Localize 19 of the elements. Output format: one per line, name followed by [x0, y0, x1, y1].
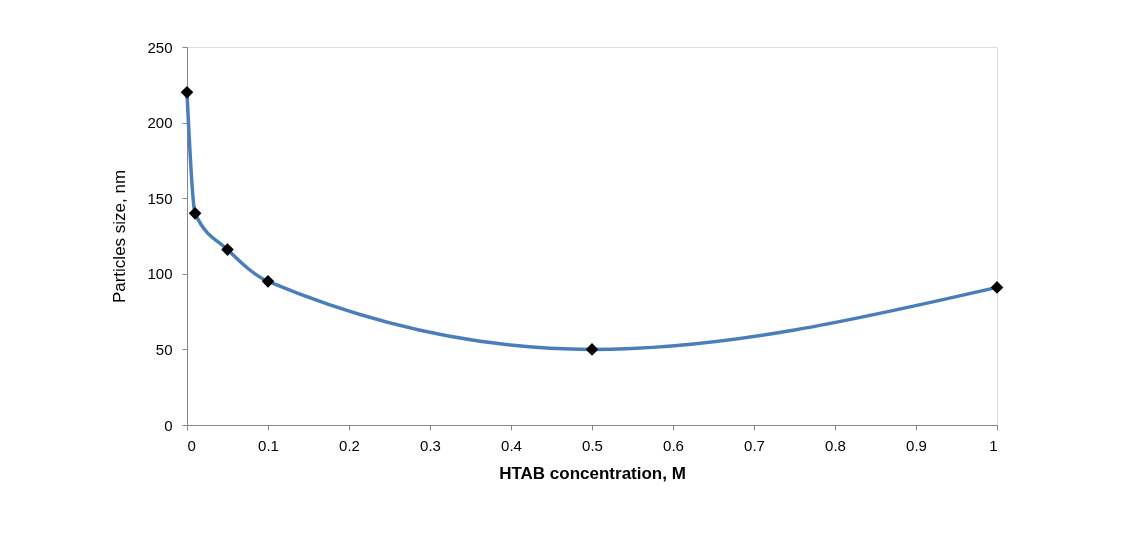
y-tick-label: 150 — [147, 189, 173, 207]
x-tick-label: 0.6 — [663, 436, 684, 454]
x-tick-label: 0.7 — [744, 436, 765, 454]
x-tick-label: 0.8 — [825, 436, 846, 454]
x-tick-label: 0.9 — [906, 436, 927, 454]
x-tick-label: 0.3 — [420, 436, 441, 454]
y-tick-label: 200 — [147, 114, 173, 132]
x-tick-label: 0.4 — [501, 436, 522, 454]
x-tick-label: 0.5 — [582, 436, 603, 454]
x-tick-label: 1 — [989, 436, 998, 454]
x-tick-label: 0 — [187, 436, 196, 454]
y-tick-label: 0 — [164, 416, 173, 434]
y-tick-label: 50 — [155, 340, 173, 358]
y-axis-title: Particles size, nm — [110, 169, 130, 304]
y-tick-label: 250 — [147, 38, 173, 56]
x-tick-label: 0.1 — [258, 436, 279, 454]
y-tick-label: 100 — [147, 265, 173, 283]
x-tick-label: 0.2 — [339, 436, 360, 454]
x-axis-title: HTAB concentration, M — [499, 463, 686, 483]
